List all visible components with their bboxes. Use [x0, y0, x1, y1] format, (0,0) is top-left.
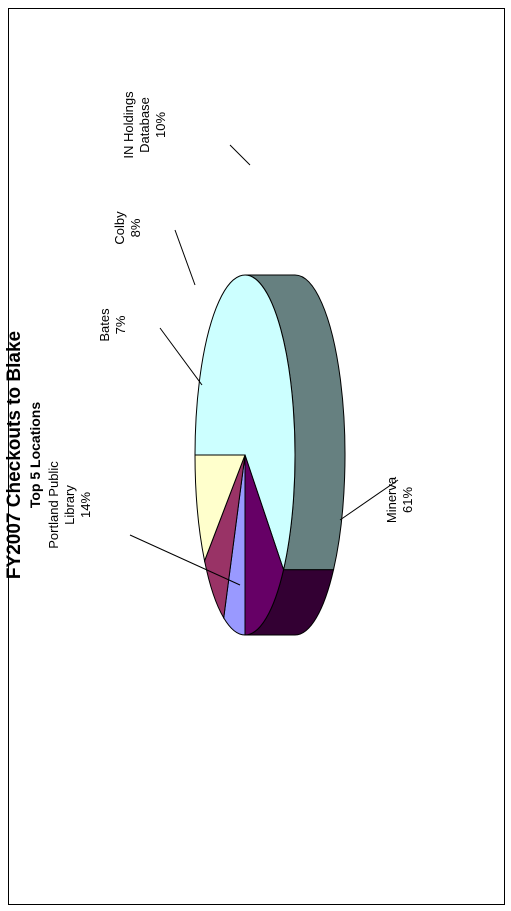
slice-label-bates: Bates7%: [97, 308, 128, 342]
chart-frame: [8, 8, 505, 905]
slice-label-colby: Colby8%: [112, 211, 143, 245]
pie-slice-portland-public-library: [244, 454, 285, 636]
slice-label-minerva: Minerva61%: [384, 476, 415, 523]
pie-slice-minerva: [194, 274, 296, 572]
leader-line-in-holdings-database: [229, 144, 251, 166]
pie-body: [194, 274, 346, 636]
leader-line-portland-public-library: [129, 534, 241, 586]
leader-line-bates: [159, 327, 203, 386]
chart-title: FY2007 Checkouts to Blake: [4, 331, 25, 579]
leader-line-colby: [174, 229, 196, 286]
chart-subtitle: Top 5 Locations: [27, 402, 43, 509]
slice-labels: Minerva61% Portland PublicLibrary14% Bates…: [46, 91, 415, 549]
pie-slice-in-holdings-database: [194, 454, 246, 563]
leader-line-minerva: [339, 479, 399, 521]
pie-slice-colby: [204, 454, 246, 620]
leader-lines: [129, 144, 399, 586]
slice-label-portland-public-library: Portland PublicLibrary14%: [46, 461, 93, 549]
slice-label-in-holdings-database: IN HoldingsDatabase10%: [121, 91, 168, 159]
